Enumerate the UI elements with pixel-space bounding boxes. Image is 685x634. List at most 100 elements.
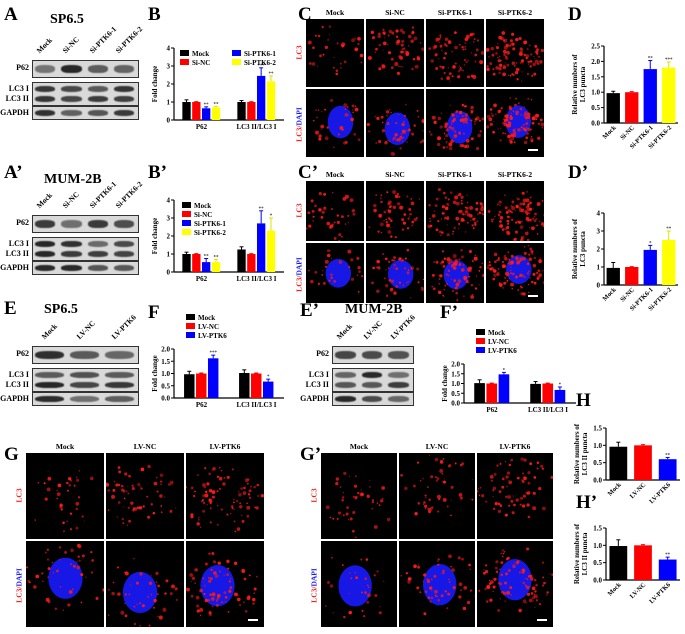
blot-strip [32, 60, 139, 78]
bar [554, 389, 566, 403]
bar [486, 383, 498, 403]
legend-swatch [186, 323, 195, 329]
chart-svg: 0.0 0.5 1.0 1.5 Relative numbers ofLC3 II pu… [573, 523, 680, 605]
significance-mark: ** [259, 207, 265, 212]
protein-band [35, 65, 56, 73]
bar [211, 262, 221, 272]
y-axis-label: Relative numbers ofLC3 II puncta [573, 523, 589, 584]
protein-band [35, 265, 56, 271]
protein-band [388, 351, 409, 359]
row-label-lc3-ii: LC3 II [305, 379, 329, 389]
protein-band [335, 396, 356, 402]
blot-strip [32, 106, 139, 120]
bar [247, 254, 256, 272]
y-tick-label: 1 [167, 251, 171, 259]
x-category-label: P62 [196, 401, 208, 409]
legend-label: Si-PTK6-1 [244, 50, 276, 58]
bar [192, 254, 201, 272]
panel-label-f: F [148, 302, 160, 323]
column-label: LV-NC [425, 442, 449, 451]
y-axis-label: Fold change [151, 355, 159, 391]
protein-band [105, 381, 134, 388]
y-axis-label: Fold change [441, 365, 449, 401]
protein-band [61, 65, 82, 73]
lc3-micrograph [306, 19, 364, 87]
bar [609, 546, 628, 580]
protein-band [388, 372, 409, 379]
y-tick-label: 1.5 [451, 370, 460, 378]
panel-label-d: D [568, 4, 582, 25]
y-tick-label: 1.0 [591, 89, 600, 97]
column-label: Mock [349, 442, 369, 451]
protein-band [113, 265, 134, 271]
bar [262, 381, 274, 398]
row-label-p62: P62 [316, 349, 329, 358]
bar [643, 69, 657, 123]
y-tick-label: 0.5 [591, 104, 600, 112]
y-tick-label: 1.5 [591, 73, 600, 81]
legend-label: Si-PTK6-2 [244, 59, 276, 67]
bar [239, 373, 250, 398]
y-tick-label: 2.0 [591, 58, 600, 66]
lc3-micrograph [477, 453, 553, 539]
legend-swatch [182, 220, 191, 226]
y-tick-label: 1.5 [161, 358, 170, 366]
lc3-micrograph [106, 453, 184, 539]
y-tick-label: 0.5 [161, 382, 170, 390]
legend-label: LV-NC [488, 338, 509, 346]
blot-strip [32, 237, 139, 261]
column-label: Mock [325, 170, 345, 179]
protein-band [113, 86, 134, 93]
significance-mark: * [503, 368, 506, 373]
panel-label-c-prime: C’ [298, 162, 319, 183]
lane-label: Mock [34, 35, 55, 55]
protein-band [35, 110, 56, 116]
blot-strip [32, 261, 139, 275]
protein-band [87, 241, 108, 248]
bar [606, 267, 620, 285]
y-tick-label: 0 [167, 269, 171, 277]
protein-band [61, 95, 82, 102]
x-category-label: Mock [607, 481, 623, 497]
row-label-lc3-i: LC3 I [8, 370, 29, 380]
bar [182, 102, 191, 120]
lc3-micrograph [366, 181, 424, 241]
row-label-p62: P62 [16, 218, 29, 227]
panel-label-g: G [4, 444, 19, 465]
x-category-label: Si-NC [619, 124, 636, 141]
row-label-lc3-dapi: LC3/DAPI [15, 542, 24, 630]
lc3-micrograph [399, 453, 475, 539]
protein-band [61, 265, 82, 271]
bar [257, 223, 266, 272]
column-label: Mock [55, 442, 75, 451]
legend-label: Mock [488, 329, 505, 337]
panel-e-title: SP6.5 [44, 302, 78, 317]
x-category-label: LV-NC [629, 581, 648, 600]
y-axis-label: Relative numbers ofLC3 puncta [571, 218, 587, 279]
significance-mark: ** [268, 72, 274, 77]
x-category-label: Si-NC [619, 286, 636, 303]
protein-band [61, 110, 82, 116]
chart-svg: 0.0 0.5 1.0 1.5 2.0 2.5 Relative numbers ofLC3… [571, 43, 678, 150]
legend-label: Mock [198, 314, 215, 322]
protein-band [105, 351, 134, 359]
protein-band [113, 110, 134, 116]
legend-swatch [182, 202, 191, 208]
column-label: LV-PTK6 [209, 442, 241, 451]
significance-mark: *** [665, 58, 673, 63]
row-label-p62: P62 [16, 349, 29, 358]
x-category-label: LC3 II/LC3 I [236, 401, 276, 409]
legend-label: LV-PTK6 [198, 332, 227, 340]
protein-band [87, 220, 108, 228]
protein-band [35, 381, 64, 388]
panel-a-title: SP6.5 [50, 12, 84, 27]
significance-mark: ** [665, 553, 671, 558]
protein-band [61, 220, 82, 228]
significance-mark: ** [204, 255, 210, 260]
row-label-lc3-i: LC3 I [308, 370, 329, 380]
legend-swatch [186, 314, 195, 320]
protein-band [113, 250, 134, 257]
y-tick-label: 2.5 [591, 43, 600, 51]
protein-band [70, 396, 99, 402]
